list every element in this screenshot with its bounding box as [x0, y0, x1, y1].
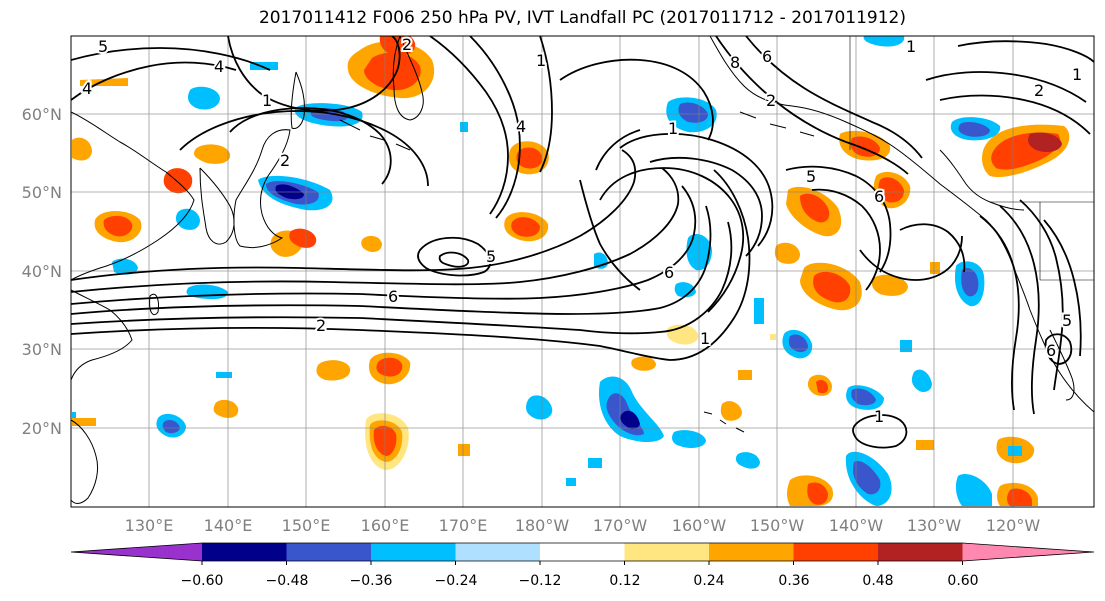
contour-label: 1 [536, 51, 546, 70]
lon-label: 120°W [986, 516, 1041, 535]
lon-label: 140°W [829, 516, 884, 535]
colorbar-tick-label: −0.48 [266, 573, 309, 589]
colorbar-segment [540, 543, 625, 561]
borders [849, 36, 1094, 281]
colorbar-tick-label: 0.12 [609, 573, 640, 589]
colorbar: −0.60 −0.48 −0.36 −0.24 −0.12 0.12 0.24 … [70, 542, 1095, 589]
contour-label: 1 [262, 91, 272, 110]
aleutian-islands [739, 111, 815, 137]
colorbar-segment [202, 543, 287, 561]
baja-coast [1049, 329, 1075, 401]
colorbar-segment [286, 543, 371, 561]
contour-label: 6 [762, 47, 772, 66]
contour-label: 1 [1072, 65, 1082, 84]
contour-label: 5 [486, 247, 496, 266]
colorbar-tick-label: 0.48 [862, 573, 893, 589]
china-coast [71, 289, 133, 381]
contour-label: 2 [766, 91, 776, 110]
contour-label: 6 [664, 263, 674, 282]
colorbar-tick-label: 0.24 [693, 573, 724, 589]
canada-coast [939, 149, 1025, 211]
colorbar-tick-label: 0.60 [947, 573, 978, 589]
contour-label: 5 [1062, 311, 1072, 330]
contour-label: 6 [874, 187, 884, 206]
lat-label: 40°N [22, 262, 62, 281]
kuril-islands [339, 119, 411, 151]
colorbar-segment [878, 543, 963, 561]
korea-coast [199, 167, 235, 245]
lon-label: 140°E [204, 516, 253, 535]
contour-label: 5 [98, 37, 108, 56]
lon-label: 170°W [593, 516, 648, 535]
lat-label: 30°N [22, 340, 62, 359]
contour-label: 1 [906, 37, 916, 56]
lon-label: 170°E [439, 516, 488, 535]
contour-label: 2 [316, 316, 326, 335]
latitude-axis: 60°N 50°N 40°N 30°N 20°N [22, 105, 62, 438]
colorbar-tick-label: −0.60 [181, 573, 224, 589]
lon-label: 130°W [907, 516, 962, 535]
colorbar-segment [709, 543, 794, 561]
contour-label: 1 [700, 329, 710, 348]
philippines-coast [71, 419, 99, 504]
asia-coast [71, 111, 195, 281]
colorbar-segment [455, 543, 540, 561]
colorbar-tick-label: 0.36 [778, 573, 809, 589]
colorbar-segment [371, 543, 456, 561]
contour-label: 1 [668, 119, 678, 138]
contour-label: 8 [730, 53, 740, 72]
lon-label: 150°E [282, 516, 331, 535]
contour-label: 1 [874, 407, 884, 426]
colorbar-tick-label: −0.24 [435, 573, 478, 589]
colorbar-tick-label: −0.12 [519, 573, 562, 589]
lat-label: 50°N [22, 183, 62, 202]
colorbar-segment [962, 543, 1094, 561]
lon-label: 160°E [361, 516, 410, 535]
contour-label: 6 [388, 287, 398, 306]
lon-label: 160°W [672, 516, 727, 535]
positive-pv-anomaly [72, 36, 1070, 506]
contour-label: 4 [214, 57, 224, 76]
contour-label: 4 [516, 117, 526, 136]
colorbar-segment [624, 543, 709, 561]
lon-label: 150°W [750, 516, 805, 535]
longitude-axis: 130°E 140°E 150°E 160°E 170°E 180°W 170°… [125, 516, 1041, 535]
contour-label: 4 [82, 79, 92, 98]
colorbar-segment [793, 543, 878, 561]
height-contours [71, 36, 1094, 449]
lat-label: 60°N [22, 105, 62, 124]
lon-label: 130°E [125, 516, 174, 535]
contour-label: 5 [806, 167, 816, 186]
colorbar-tick-label: −0.36 [350, 573, 393, 589]
hawaii-islands [703, 411, 745, 433]
lon-label: 180°W [515, 516, 570, 535]
colorbar-segments [70, 542, 1095, 562]
contour-label: 2 [1034, 81, 1044, 100]
kamchatka-coast [392, 36, 424, 121]
sakhalin-coast [290, 71, 305, 129]
contour-label: 6 [1046, 341, 1056, 360]
colorbar-tick-labels: −0.60 −0.48 −0.36 −0.24 −0.12 0.12 0.24 … [181, 573, 979, 589]
lat-label: 20°N [22, 419, 62, 438]
map-title: 2017011412 F006 250 hPa PV, IVT Landfall… [258, 8, 906, 28]
contour-label: 2 [402, 35, 412, 54]
contour-label: 2 [280, 151, 290, 170]
colorbar-ticks [201, 561, 963, 565]
japan-coast [233, 129, 291, 249]
map-frame [70, 35, 1095, 508]
contour-labels: 5 4 4 1 2 2 1 4 8 6 2 1 2 5 5 6 2 6 1 1 … [80, 35, 1084, 428]
colorbar-segment [71, 543, 202, 561]
